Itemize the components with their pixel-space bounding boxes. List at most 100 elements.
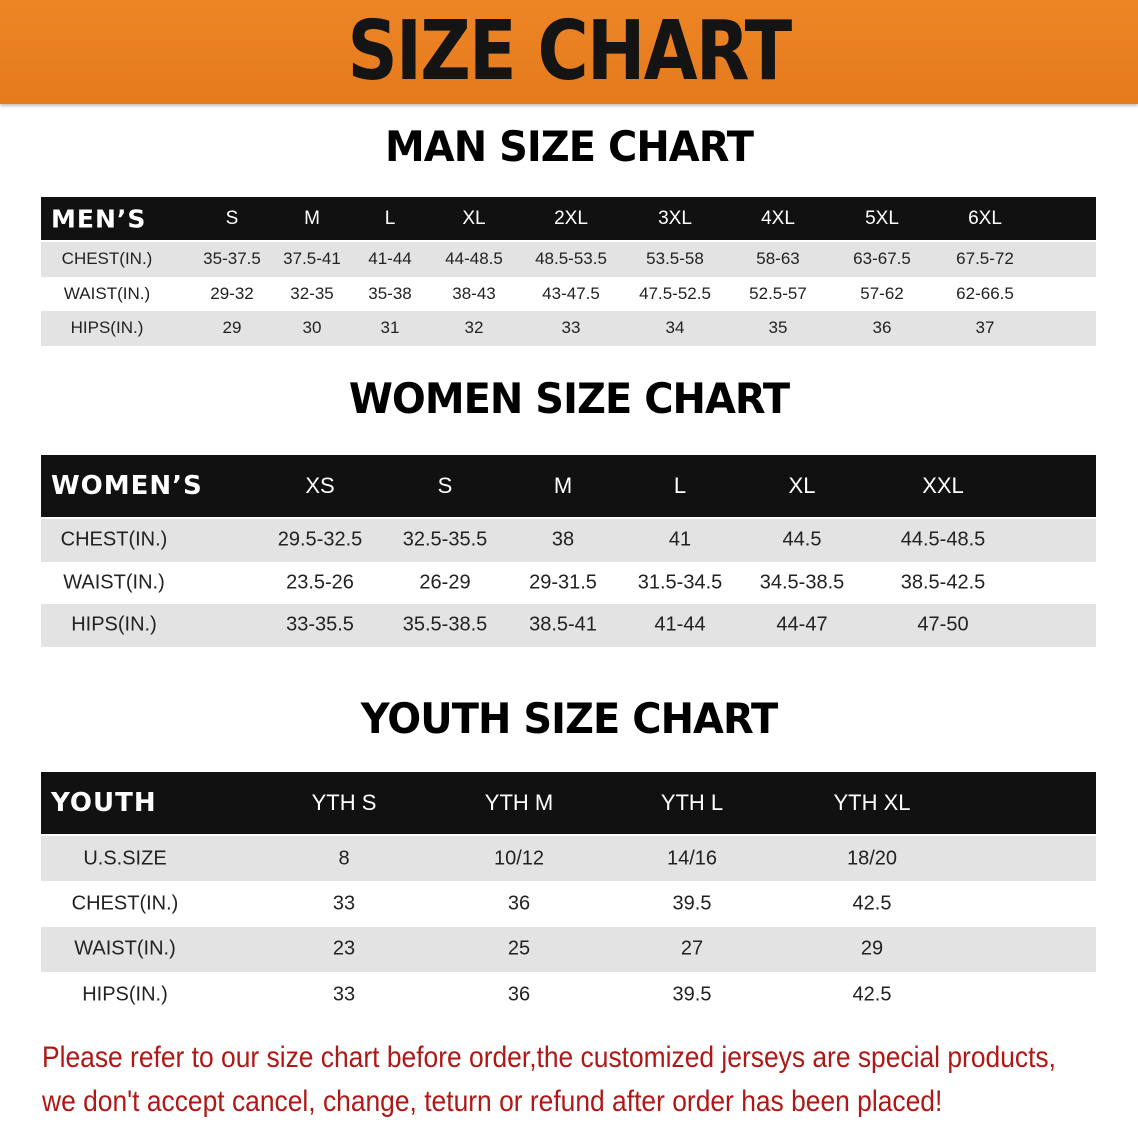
men-row-label: WAIST(IN.) — [63, 283, 151, 303]
women-cell: 33-35.5 — [286, 613, 354, 636]
women-cell: 47-50 — [917, 613, 969, 636]
men-cell: 35 — [768, 318, 788, 338]
women-cell: 26-29 — [419, 571, 471, 594]
youth-cell: 33 — [332, 892, 356, 915]
men-cell: 52.5-57 — [749, 283, 807, 303]
women-cell: 41 — [668, 528, 692, 551]
men-cell: 43-47.5 — [542, 283, 600, 303]
women-size-xs: XS — [305, 473, 335, 498]
youth-size-yth-l: YTH L — [660, 790, 724, 815]
women-size-s: S — [437, 473, 453, 498]
men-cell: 31 — [380, 318, 400, 338]
youth-cell: 39.5 — [672, 983, 712, 1006]
women-section-title: WOMEN SIZE CHART — [348, 374, 790, 423]
men-cell: 30 — [302, 318, 322, 338]
note-line-1: Please refer to our size chart before or… — [42, 1041, 1056, 1074]
men-cell: 32 — [464, 318, 484, 338]
women-cell: 44.5 — [782, 528, 822, 551]
women-size-l: L — [673, 473, 687, 498]
youth-cell: 42.5 — [852, 892, 892, 915]
youth-cell: 42.5 — [852, 983, 892, 1006]
men-table-row: HIPS(IN.) 29 30 31 32 33 34 35 36 37 — [41, 311, 1096, 346]
women-size-m: M — [553, 473, 573, 498]
men-size-m: M — [304, 207, 320, 229]
men-cell: 53.5-58 — [646, 249, 704, 269]
men-size-l: L — [384, 207, 396, 229]
men-cell: 34 — [665, 318, 685, 338]
youth-size-yth-xl: YTH XL — [833, 790, 911, 815]
youth-cell: 29 — [860, 937, 884, 960]
youth-cell: 10/12 — [493, 847, 545, 870]
men-header-label: MEN’S — [51, 204, 147, 233]
women-cell: 34.5-38.5 — [759, 571, 845, 594]
men-cell: 29-32 — [210, 283, 254, 303]
men-cell: 32-35 — [290, 283, 334, 303]
youth-size-yth-s: YTH S — [311, 790, 377, 815]
men-size-6xl: 6XL — [968, 207, 1002, 229]
banner-title: SIZE CHART — [347, 4, 792, 99]
youth-table-row: WAIST(IN.) 23 25 27 29 — [41, 926, 1096, 972]
men-section-title: MAN SIZE CHART — [385, 122, 754, 171]
youth-cell: 18/20 — [846, 847, 898, 870]
men-cell: 38-43 — [452, 283, 496, 303]
women-row-label: HIPS(IN.) — [71, 613, 157, 636]
women-size-xl: XL — [788, 473, 816, 498]
size-chart-banner: SIZE CHART — [0, 0, 1138, 104]
youth-cell: 27 — [680, 937, 704, 960]
women-cell: 31.5-34.5 — [637, 571, 723, 594]
men-cell: 41-44 — [368, 249, 412, 269]
youth-cell: 14/16 — [666, 847, 718, 870]
women-cell: 29.5-32.5 — [277, 528, 363, 551]
men-cell: 35-37.5 — [203, 249, 261, 269]
youth-row-label: U.S.SIZE — [83, 847, 167, 870]
men-cell: 29 — [222, 318, 242, 338]
women-cell: 41-44 — [654, 613, 706, 636]
men-cell: 44-48.5 — [445, 249, 503, 269]
women-cell: 44-47 — [776, 613, 828, 636]
youth-row-label: HIPS(IN.) — [82, 983, 168, 1006]
women-header-label: WOMEN’S — [51, 471, 203, 501]
youth-table-header: YOUTH YTH S YTH M YTH L YTH XL — [41, 772, 1096, 834]
men-size-xl: XL — [462, 207, 486, 229]
men-cell: 35-38 — [368, 283, 412, 303]
men-row-label: CHEST(IN.) — [61, 249, 153, 269]
men-cell: 37 — [975, 318, 995, 338]
women-row-label: WAIST(IN.) — [63, 571, 165, 594]
youth-row-label: WAIST(IN.) — [74, 937, 176, 960]
women-cell: 35.5-38.5 — [402, 613, 488, 636]
men-size-s: S — [225, 207, 239, 229]
youth-size-yth-m: YTH M — [484, 790, 554, 815]
men-cell: 47.5-52.5 — [639, 283, 711, 303]
men-cell: 63-67.5 — [853, 249, 911, 269]
women-cell: 38.5-42.5 — [900, 571, 986, 594]
women-cell: 29-31.5 — [529, 571, 597, 594]
youth-table-row: CHEST(IN.) 33 36 39.5 42.5 — [41, 881, 1096, 927]
women-cell: 44.5-48.5 — [900, 528, 986, 551]
men-cell: 57-62 — [860, 283, 904, 303]
men-size-4xl: 4XL — [761, 207, 795, 229]
youth-section-title: YOUTH SIZE CHART — [360, 694, 778, 743]
men-table-header: MEN’S S M L XL 2XL 3XL 4XL 5XL 6XL — [41, 197, 1096, 240]
women-table-row: HIPS(IN.) 33-35.5 35.5-38.5 38.5-41 41-44 44-… — [41, 604, 1096, 647]
women-cell: 38 — [551, 528, 575, 551]
men-cell: 67.5-72 — [956, 249, 1014, 269]
men-size-5xl: 5XL — [865, 207, 899, 229]
youth-row-label: CHEST(IN.) — [71, 892, 179, 915]
men-cell: 37.5-41 — [283, 249, 341, 269]
women-table-row: CHEST(IN.) 29.5-32.5 32.5-35.5 38 41 44.5 44.5… — [41, 519, 1096, 562]
youth-table-row: U.S.SIZE 8 10/12 14/16 18/20 — [41, 836, 1096, 882]
men-cell: 36 — [872, 318, 892, 338]
youth-cell: 33 — [332, 983, 356, 1006]
men-cell: 62-66.5 — [956, 283, 1014, 303]
men-size-3xl: 3XL — [658, 207, 692, 229]
women-cell: 38.5-41 — [529, 613, 597, 636]
youth-cell: 25 — [507, 937, 531, 960]
youth-cell: 36 — [507, 892, 531, 915]
men-cell: 58-63 — [756, 249, 800, 269]
men-table-row: WAIST(IN.) 29-32 32-35 35-38 38-43 43-47.5 47.… — [41, 276, 1096, 311]
youth-cell: 36 — [507, 983, 531, 1006]
women-size-xxl: XXL — [922, 473, 964, 498]
youth-cell: 8 — [338, 847, 350, 870]
youth-header-label: YOUTH — [51, 788, 157, 818]
men-row-label: HIPS(IN.) — [70, 318, 144, 338]
